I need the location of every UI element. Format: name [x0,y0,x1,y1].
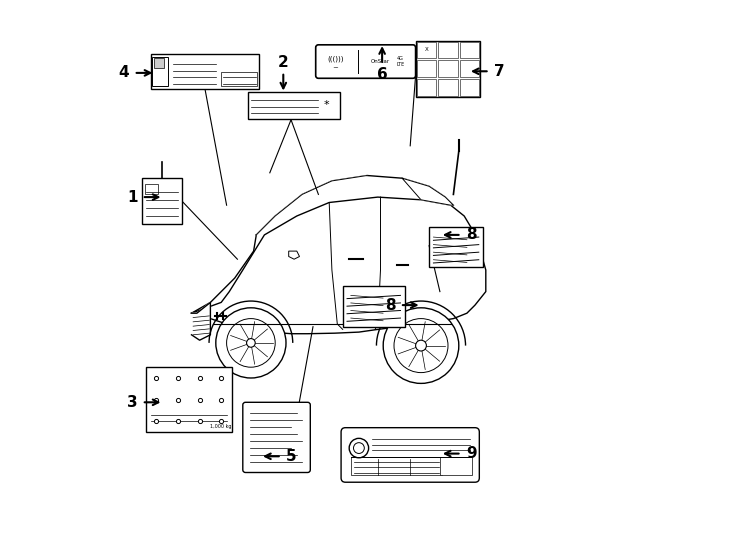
Bar [343,286,404,327]
Text: *: * [324,100,330,110]
Polygon shape [288,251,299,259]
Bar [145,184,158,194]
Bar [438,79,458,96]
Bar [142,178,182,224]
Text: 2: 2 [278,55,288,70]
Text: 4G
LTE: 4G LTE [396,56,404,67]
Text: 5: 5 [286,449,297,464]
Bar [460,79,479,96]
Bar [351,457,442,475]
FancyBboxPatch shape [316,45,415,78]
Bar [152,57,168,86]
Text: 8: 8 [385,298,396,313]
Polygon shape [192,302,211,340]
Bar [221,72,257,86]
Circle shape [216,308,286,378]
Bar [151,54,259,89]
Circle shape [354,443,364,454]
Bar [438,42,458,58]
Polygon shape [402,178,454,205]
Text: 1,000 kg: 1,000 kg [211,424,232,429]
Bar [415,40,480,97]
Circle shape [349,438,368,458]
Circle shape [394,319,448,373]
Text: ~: ~ [333,65,338,72]
Circle shape [247,339,255,347]
Bar [440,457,473,475]
Bar [460,60,479,77]
Circle shape [415,340,426,351]
Bar [248,92,340,119]
Bar [417,42,436,58]
Bar [145,367,232,432]
Text: 7: 7 [494,64,504,79]
Circle shape [227,319,275,367]
Text: 8: 8 [466,227,476,242]
Text: X: X [424,48,428,52]
Bar [429,227,483,267]
Text: 3: 3 [127,395,137,410]
Bar [438,60,458,77]
Text: 6: 6 [377,67,388,82]
FancyBboxPatch shape [243,402,310,472]
Text: 4: 4 [119,65,129,80]
Bar [460,42,479,58]
Circle shape [383,308,459,383]
Text: ((())): ((())) [327,56,344,62]
Polygon shape [256,176,367,235]
Text: 1: 1 [127,190,137,205]
FancyBboxPatch shape [341,428,479,482]
Bar [417,60,436,77]
Bar [153,58,164,68]
Text: 9: 9 [466,446,476,461]
Text: OnStar: OnStar [370,59,390,64]
Bar [417,79,436,96]
